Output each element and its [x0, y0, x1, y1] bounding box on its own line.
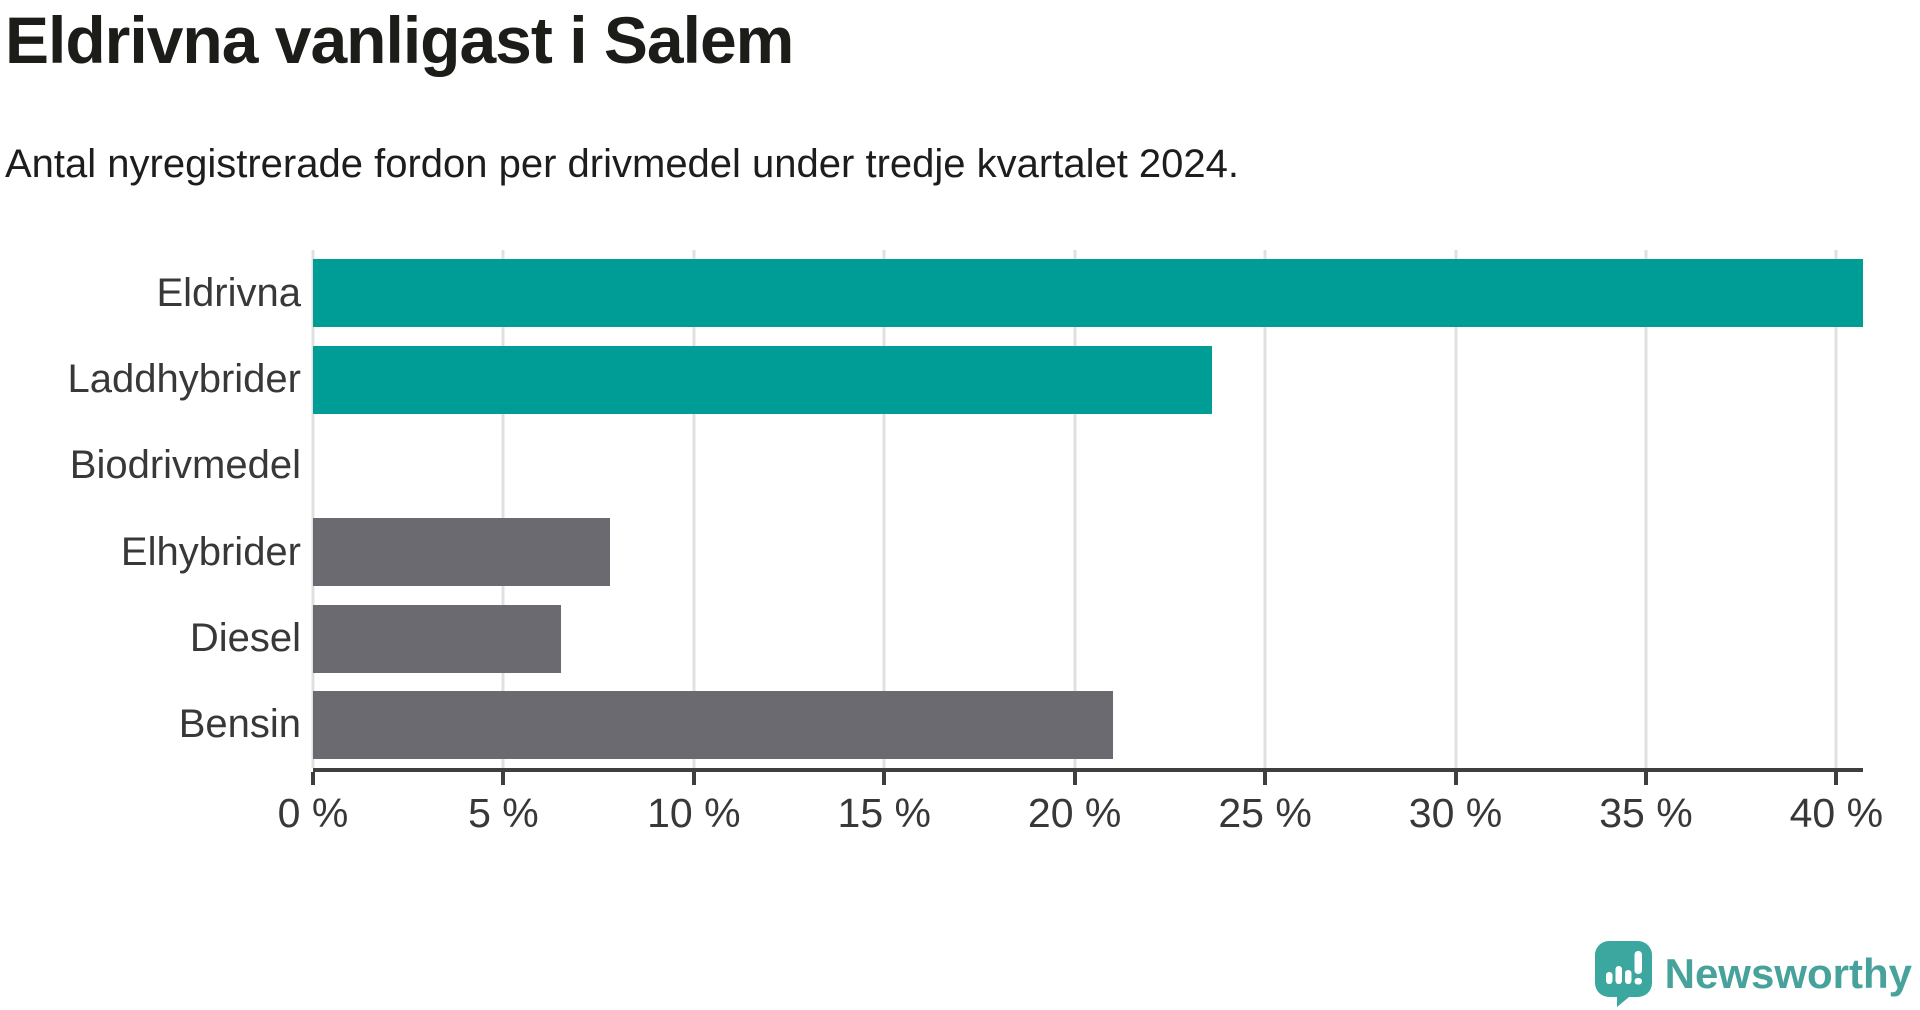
- x-axis-tick-20: [1072, 772, 1077, 785]
- x-axis-tick-0: [311, 772, 315, 785]
- x-axis-tick-label: 15 %: [837, 790, 931, 836]
- x-axis-tick-30: [1453, 772, 1458, 785]
- bar-diesel: [313, 604, 561, 673]
- chart-title: Eldrivna vanligast i Salem: [5, 3, 794, 77]
- newsworthy-logo: Newsworthy: [1594, 941, 1912, 1007]
- chart-subtitle: Antal nyregistrerade fordon per drivmede…: [5, 142, 1240, 186]
- category-label-biodrivmedel: Biodrivmedel: [69, 443, 301, 488]
- category-label-eldrivna: Eldrivna: [156, 270, 301, 315]
- newsworthy-pin-icon: [1594, 941, 1653, 1007]
- x-axis-tick-10: [691, 772, 696, 785]
- x-axis-tick-5: [501, 772, 506, 785]
- gridline-10: [692, 250, 696, 768]
- bar-elhybrider: [313, 518, 611, 587]
- x-axis-tick-35: [1643, 772, 1648, 785]
- x-axis-tick-label: 10 %: [647, 790, 741, 836]
- category-label-laddhybrider: Laddhybrider: [67, 356, 302, 401]
- y-axis-category-labels: Eldrivna Laddhybrider Biodrivmedel Elhybrid…: [0, 250, 302, 768]
- x-axis-tick-label: 40 %: [1789, 790, 1884, 836]
- x-axis-tick-25: [1263, 772, 1268, 785]
- gridline-20: [1073, 250, 1077, 768]
- plot-area: 0 % 5 % 10 % 15 % 20 % 25 % 30 % 35 % 40 %: [278, 250, 1883, 836]
- gridline-15: [882, 250, 886, 768]
- logo-text: Newsworthy: [1664, 950, 1912, 997]
- x-axis-tick-label: 35 %: [1599, 790, 1693, 836]
- gridline-25: [1263, 250, 1267, 768]
- x-axis-tick-label: 5 %: [468, 790, 539, 836]
- x-axis-tick-label: 0 %: [277, 790, 349, 836]
- bar-bensin: [313, 690, 1113, 759]
- gridline-5: [501, 250, 505, 768]
- x-axis-tick-label: 20 %: [1027, 790, 1122, 836]
- gridline-30: [1454, 250, 1457, 768]
- bar-eldrivna: [313, 259, 1863, 328]
- category-label-diesel: Diesel: [189, 615, 301, 660]
- x-axis-tick-40: [1834, 772, 1839, 785]
- x-axis-tick-label: 30 %: [1408, 790, 1503, 836]
- gridline-0: [311, 250, 315, 768]
- category-label-elhybrider: Elhybrider: [120, 529, 301, 574]
- x-axis-tick-label: 25 %: [1218, 790, 1312, 836]
- x-axis-tick-15: [882, 772, 887, 785]
- gridline-35: [1644, 250, 1648, 768]
- category-label-bensin: Bensin: [178, 702, 301, 747]
- gridline-40: [1834, 250, 1838, 768]
- bar-laddhybrider: [313, 345, 1212, 414]
